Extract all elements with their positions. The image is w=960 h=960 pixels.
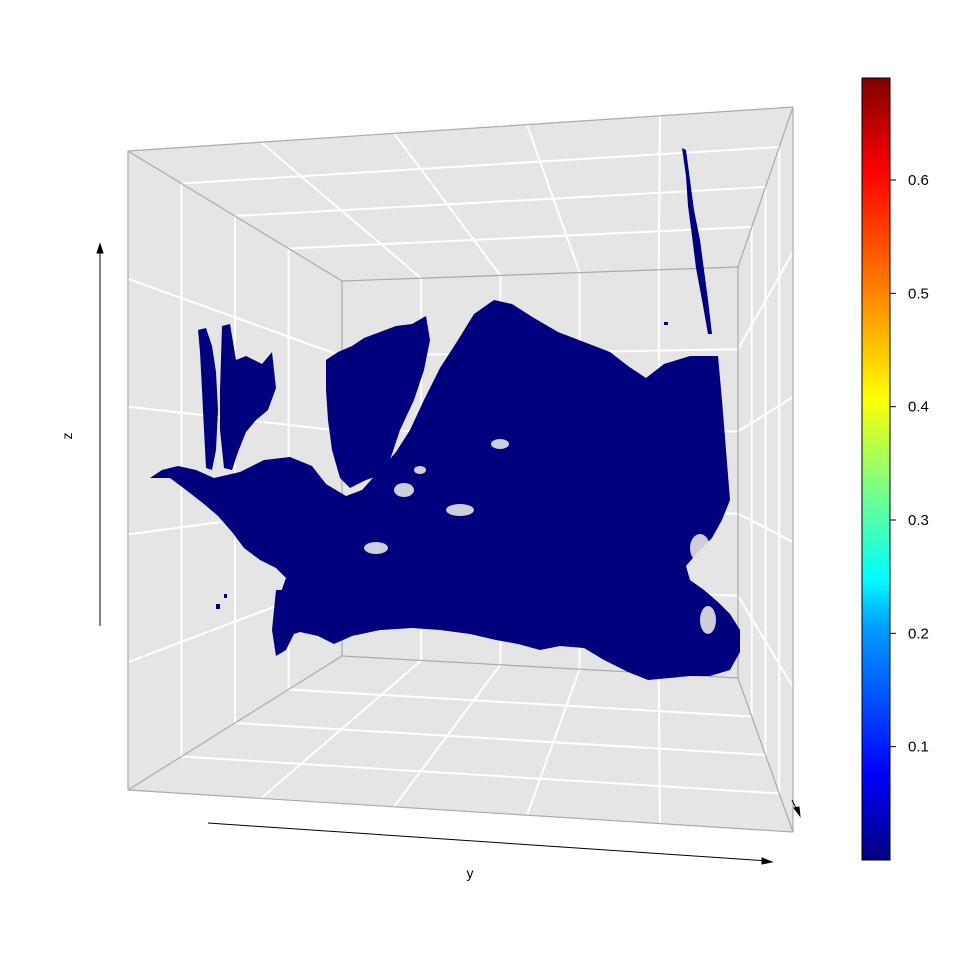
- left-spire-b: [220, 324, 276, 470]
- left-spire-a: [198, 328, 218, 470]
- axis-arrows: [96, 242, 801, 865]
- colorbar-tick-label: 0.2: [908, 625, 929, 642]
- grid-line: [234, 722, 766, 756]
- grid-line: [181, 146, 780, 185]
- right-thin-streak: [682, 148, 712, 334]
- colorbar-tick-label: 0.4: [908, 399, 929, 416]
- colorbar-tick-label: 0.6: [908, 172, 929, 189]
- middle-spires: [326, 316, 430, 488]
- grid-line: [234, 186, 766, 217]
- grid-line: [288, 226, 752, 250]
- main-terrain-mass: [150, 300, 740, 680]
- colorbar-tick-label: 0.3: [908, 512, 929, 529]
- point-cloud: [150, 148, 740, 680]
- colorbar-ticks: 0.1 0.2 0.3 0.4 0.5 0.6: [890, 172, 929, 756]
- lower-left-drips: [272, 590, 300, 656]
- grid-line: [181, 755, 780, 795]
- z-axis-label: z: [59, 433, 75, 440]
- colorbar-gradient: [861, 77, 891, 861]
- y-axis-arrow: [207, 822, 769, 862]
- colorbar-tick-label: 0.1: [908, 739, 929, 756]
- y-axis-label: y: [467, 865, 474, 881]
- grid-line: [288, 688, 752, 718]
- colorbar: 0.1 0.2 0.3 0.4 0.5 0.6: [861, 77, 929, 861]
- ceiling-pane: [128, 107, 793, 281]
- floor-pane: [128, 656, 793, 832]
- cloud-holes: [364, 439, 716, 634]
- colorbar-tick-label: 0.5: [908, 285, 929, 302]
